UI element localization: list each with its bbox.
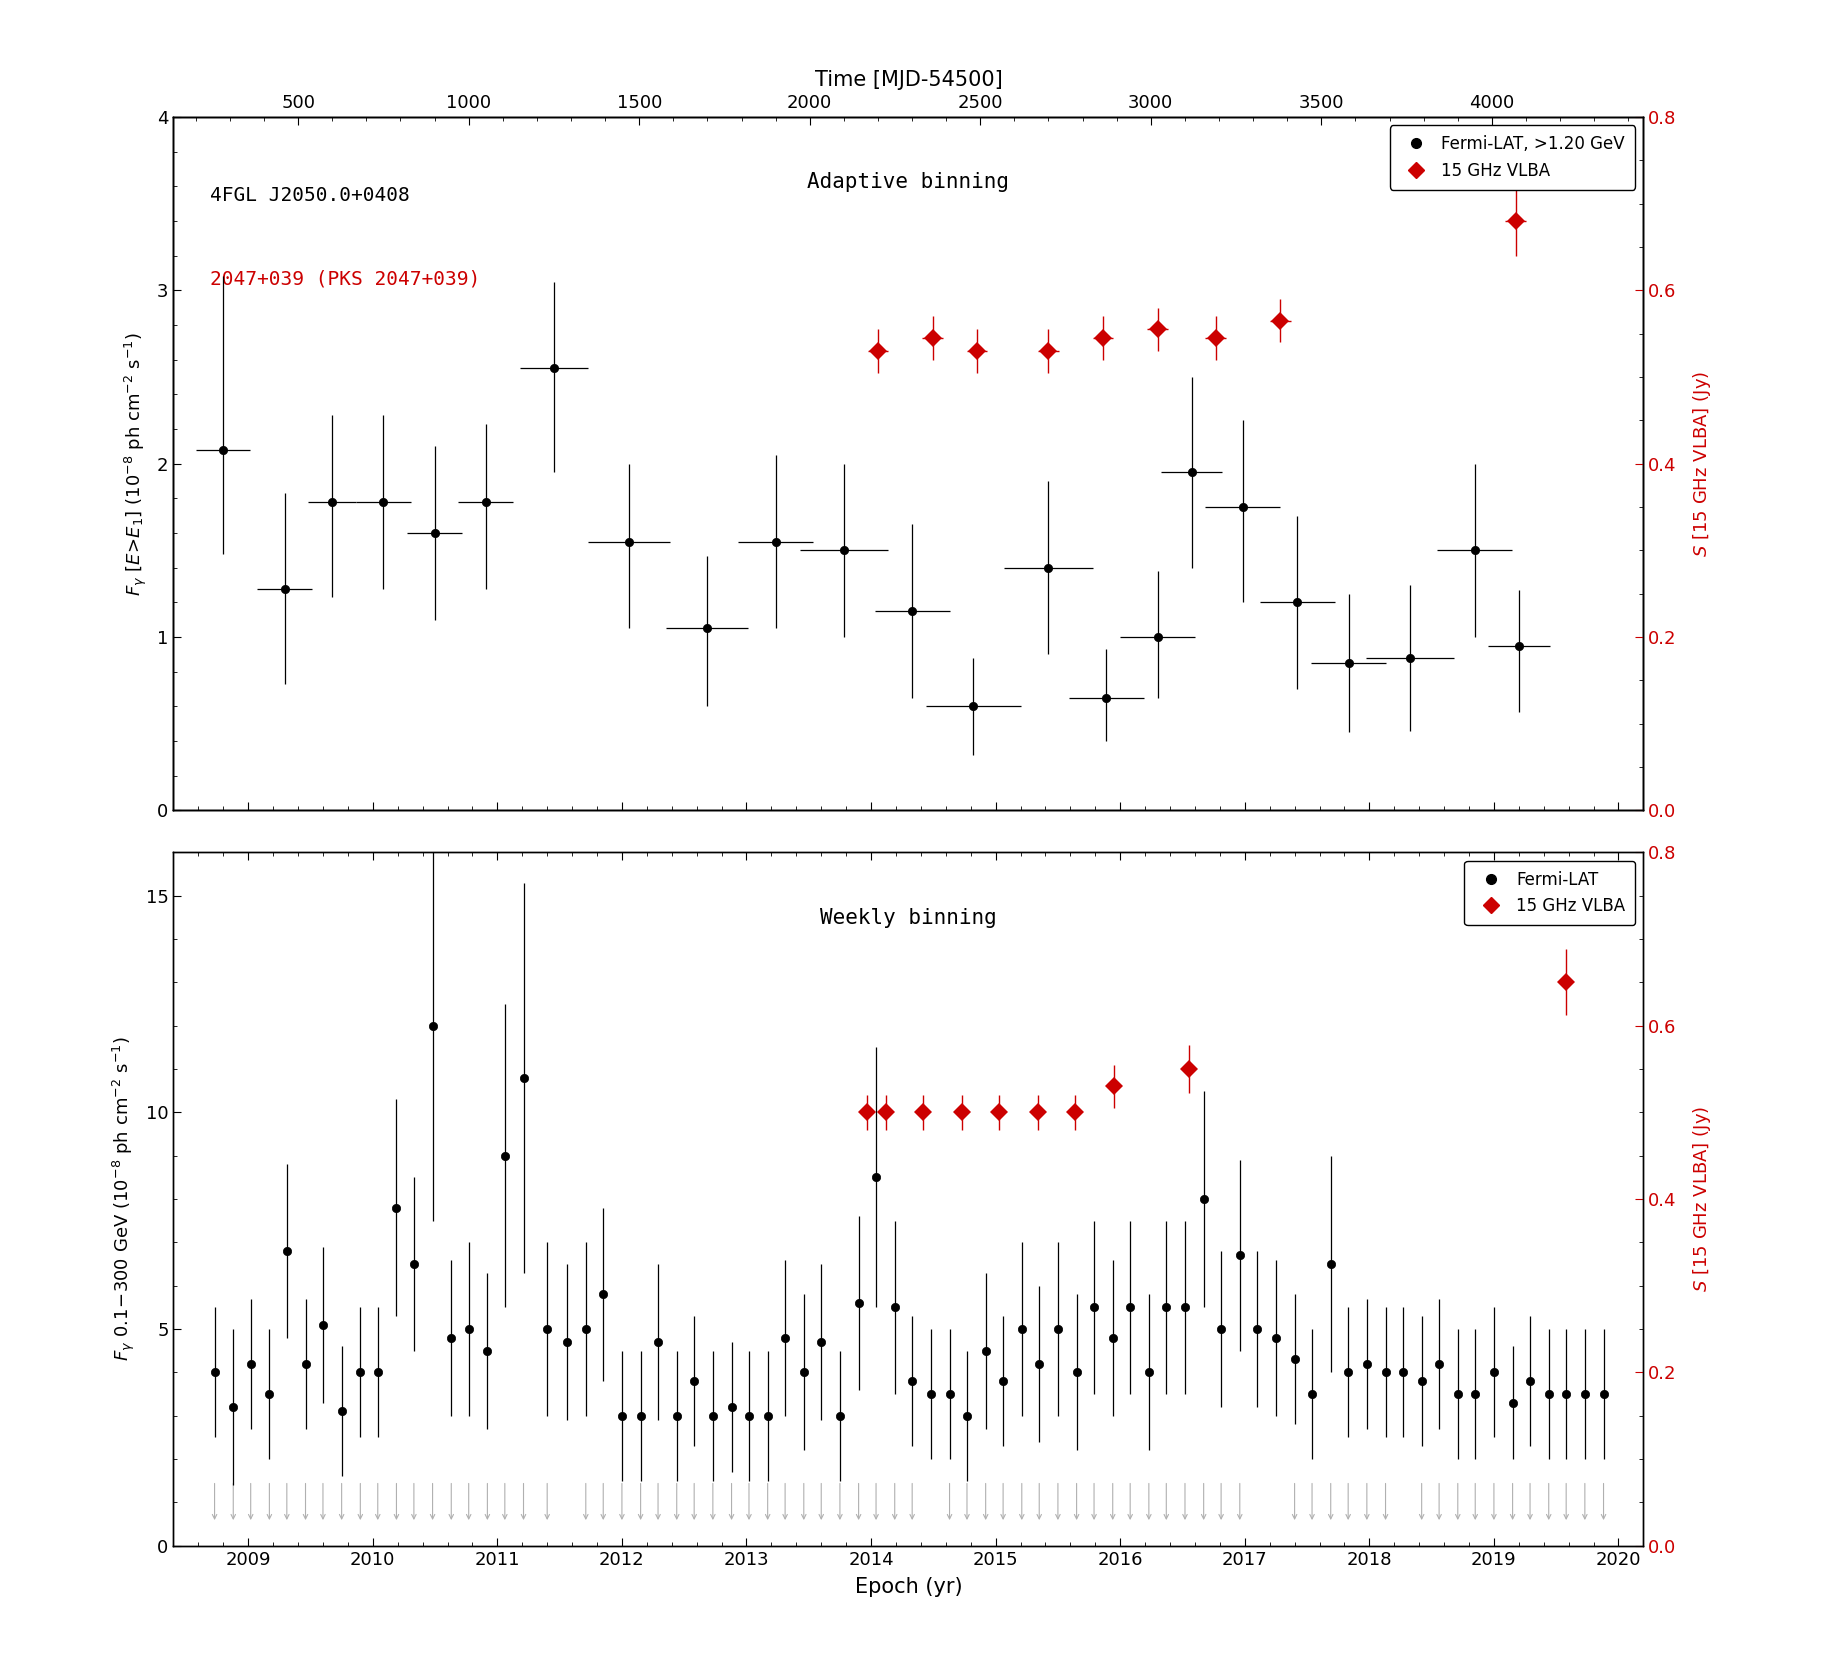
Text: 4FGL J2050.0+0408: 4FGL J2050.0+0408	[210, 185, 411, 206]
Y-axis label: $F_{\gamma}\ 0.1\!-\!300\ \mathrm{GeV}\ (10^{-8}\ \mathrm{ph\ cm^{-2}\ s^{-1}})$: $F_{\gamma}\ 0.1\!-\!300\ \mathrm{GeV}\ …	[111, 1036, 137, 1362]
Legend: Fermi-LAT, >1.20 GeV, 15 GHz VLBA: Fermi-LAT, >1.20 GeV, 15 GHz VLBA	[1390, 125, 1634, 189]
X-axis label: Epoch (yr): Epoch (yr)	[855, 1577, 962, 1597]
Y-axis label: $F_{\gamma}\ [E\!>\!E_1]\ (10^{-8}\ \mathrm{ph\ cm^{-2}\ s^{-1}})$: $F_{\gamma}\ [E\!>\!E_1]\ (10^{-8}\ \mat…	[122, 333, 148, 595]
Y-axis label: $S\ \mathrm{[15\ GHz\ VLBA]\ (Jy)}$: $S\ \mathrm{[15\ GHz\ VLBA]\ (Jy)}$	[1691, 371, 1713, 556]
Y-axis label: $S\ \mathrm{[15\ GHz\ VLBA]\ (Jy)}$: $S\ \mathrm{[15\ GHz\ VLBA]\ (Jy)}$	[1691, 1106, 1713, 1292]
X-axis label: Time [MJD-54500]: Time [MJD-54500]	[814, 70, 1002, 90]
Text: Weekly binning: Weekly binning	[820, 907, 997, 927]
Text: 2047+039 (PKS 2047+039): 2047+039 (PKS 2047+039)	[210, 269, 480, 289]
Legend: Fermi-LAT, 15 GHz VLBA: Fermi-LAT, 15 GHz VLBA	[1464, 861, 1634, 924]
Text: Adaptive binning: Adaptive binning	[807, 172, 1010, 192]
